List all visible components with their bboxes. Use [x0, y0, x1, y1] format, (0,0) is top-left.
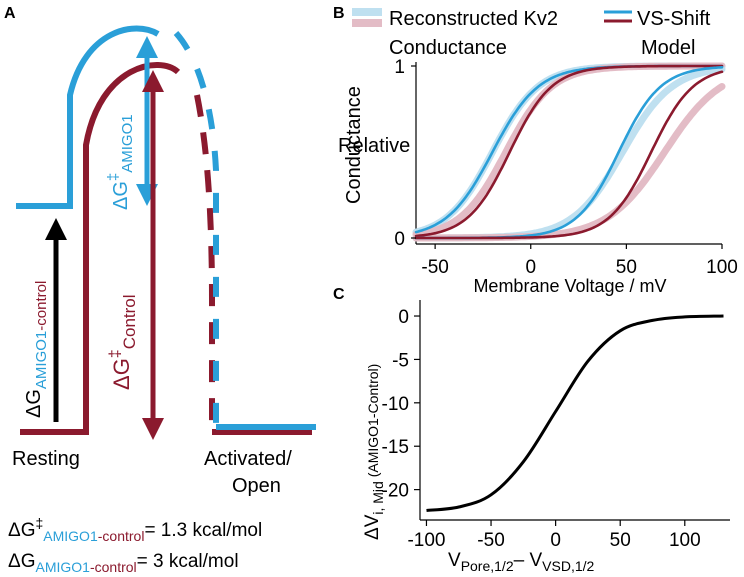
- dg-amigo1-ts-label: ΔG‡AMIGO1: [105, 114, 136, 210]
- panel-c-label: C: [333, 286, 345, 303]
- c-series-group: [426, 314, 724, 512]
- dg-control-ts-label: ΔG‡Control: [107, 294, 139, 390]
- panel-a: A ΔG‡AMIGO1 ΔG‡Control ΔGAMIGO1-control …: [4, 5, 316, 575]
- legend-model-line1: VS-Shift: [637, 8, 711, 30]
- c-xticks-group: -100 -50 0 50 100: [407, 520, 701, 551]
- model-curve-control-7: [414, 70, 724, 240]
- c-curve: [426, 314, 724, 512]
- b-ylabel-line2: Conductance: [343, 86, 365, 204]
- model-curve-control-5: [414, 64, 724, 238]
- c-ytick-label: 0: [398, 307, 409, 328]
- panel-a-label: A: [4, 5, 16, 22]
- c-xtick-label: 50: [610, 530, 631, 551]
- resting-label: Resting: [12, 448, 80, 470]
- c-xlabel: VPore,1/2– VVSD,1/2: [448, 550, 595, 574]
- b-ylabel-line1: Relative: [338, 135, 410, 157]
- control-barrier-arrowhead-down: [142, 418, 164, 440]
- b-series-group: [412, 62, 726, 242]
- b-ytick-label: 0: [394, 229, 405, 250]
- c-yticks-group: 0 -5 -10 -15 -20: [382, 307, 420, 502]
- amigo1-energy-dashed: [173, 31, 219, 427]
- b-ytick-label: 1: [394, 57, 405, 78]
- control-barrier-arrowhead-up: [142, 70, 164, 92]
- c-xtick-label: -100: [407, 530, 445, 551]
- control-energy-dashed: [194, 94, 215, 432]
- b-xticks-group: -50 0 50 100: [421, 244, 738, 278]
- amigo1-energy-curve: [16, 25, 160, 209]
- c-xtick-label: 0: [550, 530, 561, 551]
- b-xtick-label: 0: [525, 257, 536, 278]
- legend-recon-swatch-control: [352, 19, 382, 27]
- equation-resting-energy: ΔGAMIGO1-control= 3 kcal/mol: [8, 551, 239, 575]
- resting-dg-arrowhead: [45, 218, 67, 240]
- c-xtick-label: -50: [477, 530, 504, 551]
- recon-curve-control-1: [412, 62, 726, 239]
- c-ylabel: ΔVi, Mid (AMIGO1-Control): [362, 364, 386, 540]
- amigo1-barrier-arrowhead-up: [136, 36, 158, 58]
- legend-recon-line2: Conductance: [389, 37, 507, 59]
- c-ytick-label: -5: [392, 350, 409, 371]
- legend-recon-line1: Reconstructed Kv2: [389, 8, 558, 30]
- dg-resting-label: ΔGAMIGO1-control: [23, 281, 50, 418]
- b-xtick-label: 100: [706, 257, 738, 278]
- control-energy-curve: [20, 62, 181, 435]
- panel-b: B Reconstructed Kv2 Conductance VS-Shift…: [333, 5, 738, 296]
- recon-curve-amigo1-0: [412, 62, 726, 236]
- equation-ts-energy: ΔG‡AMIGO1-control= 1.3 kcal/mol: [8, 515, 262, 544]
- c-ytick-label: -20: [382, 481, 409, 502]
- activated-label-line2: Open: [232, 475, 281, 497]
- c-ytick-label: -15: [382, 437, 409, 458]
- b-yticks-group: 01: [394, 57, 416, 250]
- legend-model-line2: Model: [641, 37, 695, 59]
- panel-c: C -100 -50 0 50 100 0 -5 -10 -15 -20 ΔVi, Mid (A…: [333, 286, 730, 574]
- b-xtick-label: -50: [421, 257, 448, 278]
- legend-recon-swatch-amigo1: [352, 8, 382, 16]
- activated-label-line1: Activated/: [204, 448, 292, 470]
- panel-b-label: B: [333, 5, 345, 22]
- c-ytick-label: -10: [382, 394, 409, 415]
- b-xlabel: Membrane Voltage / mV: [473, 276, 666, 296]
- c-xtick-label: 100: [669, 530, 701, 551]
- b-xtick-label: 50: [616, 257, 637, 278]
